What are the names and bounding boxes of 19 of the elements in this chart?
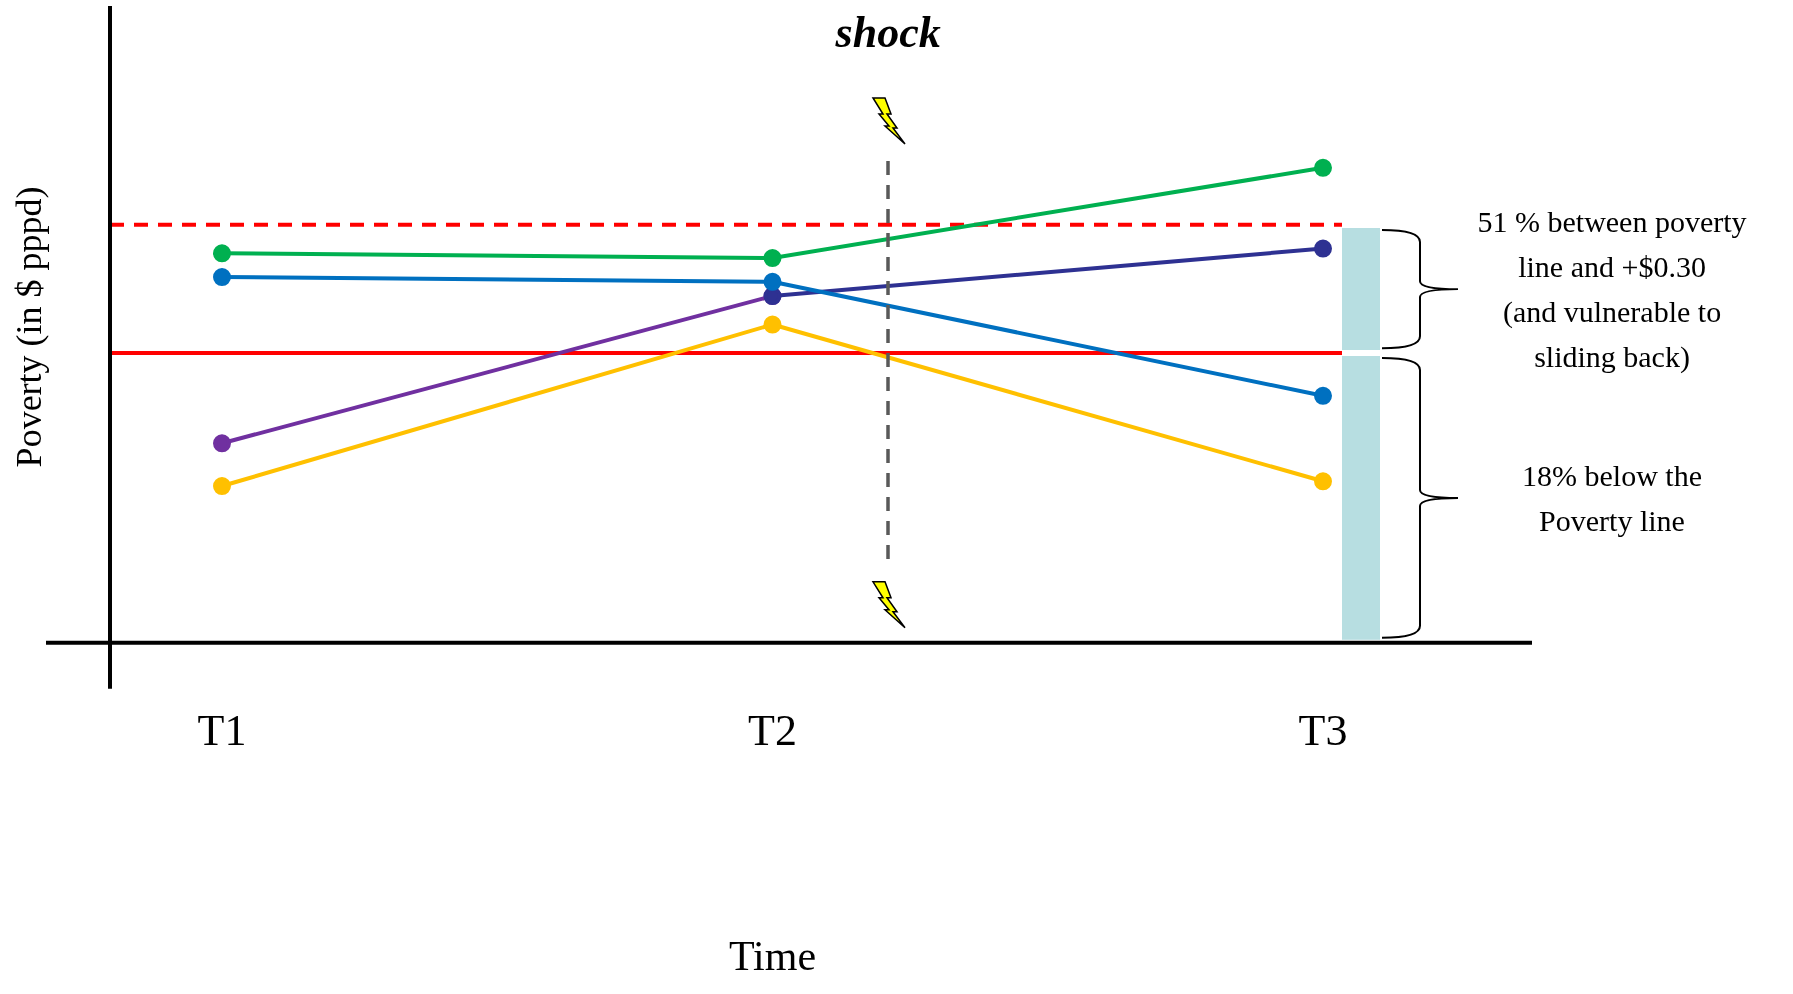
point — [213, 434, 231, 453]
y-axis-title: Poverty (in $ pppd) — [9, 186, 50, 468]
point — [763, 272, 782, 291]
x-axis-title: Time — [728, 932, 817, 979]
point — [213, 477, 231, 496]
text: 51 % between poverty line and +$0.30 (and vulnerable to sliding back) — [1477, 203, 1747, 375]
x-tick-label: T1 — [197, 705, 247, 755]
x-tick-label: T3 — [1298, 705, 1348, 755]
text: 18% below the Poverty line — [1522, 457, 1702, 539]
point — [1314, 158, 1332, 177]
point — [213, 244, 231, 263]
point — [1314, 472, 1332, 491]
x-tick-label: T2 — [748, 705, 797, 755]
point — [213, 268, 231, 287]
point — [1314, 239, 1332, 258]
point — [1314, 386, 1332, 405]
text: shock — [835, 7, 941, 57]
point — [763, 315, 782, 334]
point — [763, 249, 782, 268]
